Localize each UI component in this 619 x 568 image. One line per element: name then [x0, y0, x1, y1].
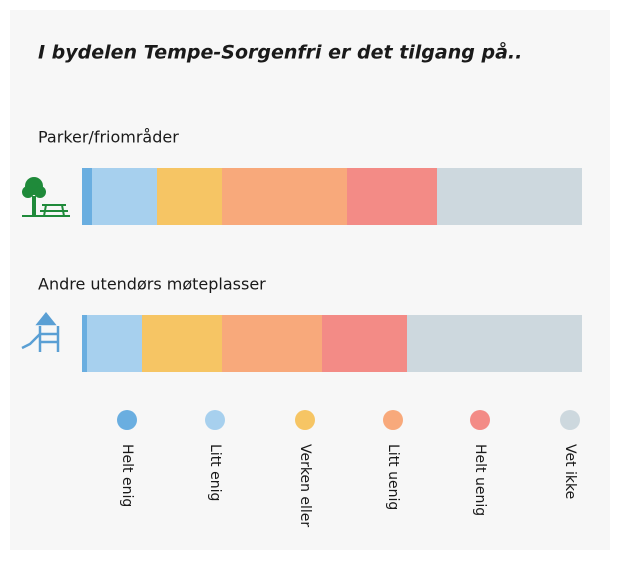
legend-label: Litt enig	[207, 444, 223, 501]
bar-segment	[142, 315, 222, 372]
legend-swatch	[295, 410, 315, 430]
legend-label: Vet ikke	[562, 444, 578, 499]
legend-label: Helt uenig	[472, 444, 488, 516]
legend-label: Verken eller	[297, 444, 313, 527]
bar-segment	[82, 315, 87, 372]
legend-swatch	[205, 410, 225, 430]
park-icon	[22, 177, 70, 217]
bar-segment	[407, 315, 582, 372]
bar-segment	[157, 168, 222, 225]
bar-segment	[92, 168, 157, 225]
category-label: Parker/friområder	[38, 128, 179, 147]
legend-label: Helt enig	[119, 444, 135, 507]
chart-title: I bydelen Tempe-Sorgenfri er det tilgang…	[38, 40, 522, 64]
bar-segment	[322, 315, 407, 372]
playground-icon	[21, 311, 60, 352]
bar-segment	[82, 168, 92, 225]
category-label: Andre utendørs møteplasser	[38, 275, 266, 294]
bar-segment	[347, 168, 437, 225]
legend-swatch	[470, 410, 490, 430]
legend-swatch	[560, 410, 580, 430]
bar-segment	[222, 315, 322, 372]
bar-segment	[437, 168, 582, 225]
bar-segment	[87, 315, 142, 372]
legend-label: Litt uenig	[385, 444, 401, 510]
card	[10, 10, 610, 550]
legend-swatch	[117, 410, 137, 430]
bar-segment	[222, 168, 347, 225]
legend-swatch	[383, 410, 403, 430]
